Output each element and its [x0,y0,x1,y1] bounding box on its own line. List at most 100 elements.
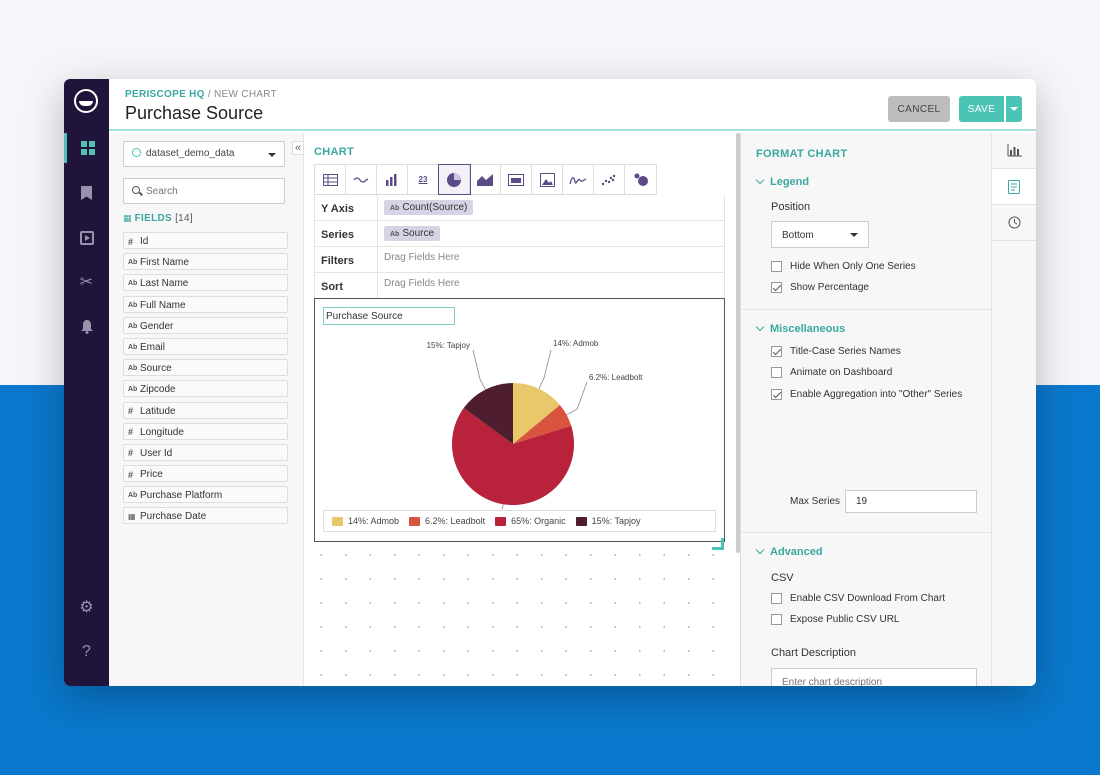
field-name: Email [140,341,166,353]
image-icon[interactable] [532,165,563,194]
legend-position-select[interactable]: Bottom [771,221,869,248]
field-item[interactable]: Ab Last Name [123,274,288,292]
area-chart-icon[interactable] [470,165,501,194]
table-icon[interactable] [315,165,346,194]
bar-chart-icon[interactable] [377,165,408,194]
bubble-icon[interactable] [625,165,656,194]
checkbox-box[interactable] [771,367,782,378]
pie-slice-admob[interactable] [513,383,560,444]
report-icon[interactable] [64,223,109,253]
checkbox-box[interactable] [771,261,782,272]
data-label: 14%: Admob [553,339,599,348]
advanced-section-toggle[interactable]: Advanced [756,546,823,558]
aggregation-checkbox[interactable]: Enable Aggregation into "Other" Series [771,389,962,400]
field-item[interactable]: Ab Source [123,359,288,377]
legend-label: 14%: Admob [348,516,400,526]
misc-section-toggle[interactable]: Miscellaneous [756,323,845,335]
field-name: Longitude [140,426,184,438]
pie-slice-leadbolt[interactable] [513,405,572,444]
bell-icon[interactable] [64,311,109,341]
series-chip-label: Source [402,228,435,239]
line-trend-icon[interactable] [346,165,377,194]
field-item[interactable]: # User Id [123,443,288,461]
bookmark-icon[interactable] [64,178,109,208]
field-item[interactable]: Ab Gender [123,316,288,334]
checkbox-box[interactable] [771,282,782,293]
chart-legend: 14%: Admob 6.2%: Leadbolt 65%: Organic 15%:… [323,510,716,532]
sort-shelf[interactable]: Sort Drag Fields Here [314,273,725,299]
help-icon[interactable]: ? [82,643,91,660]
filters-dropzone[interactable]: Drag Fields Here [384,252,460,263]
csv-download-checkbox[interactable]: Enable CSV Download From Chart [771,593,945,604]
chart-panel-scrollbar[interactable] [736,133,740,553]
breadcrumb-home[interactable]: PERISCOPE HQ [125,89,205,100]
series-chip[interactable]: Ab Source [384,226,441,241]
show-percentage-checkbox[interactable]: Show Percentage [771,282,869,293]
cancel-button[interactable]: CANCEL [888,96,950,122]
filters-shelf[interactable]: Filters Drag Fields Here [314,247,725,273]
pie-slice-organic[interactable] [452,408,574,505]
resize-handle[interactable] [712,538,724,550]
save-button[interactable]: SAVE [959,96,1004,122]
y-axis-chip[interactable]: Ab Count(Source) [384,200,474,215]
collapse-panel-button[interactable]: « [292,141,304,155]
field-item[interactable]: Ab Purchase Platform [123,486,288,504]
chart-settings-icon[interactable] [992,133,1036,169]
legend-item[interactable]: 6.2%: Leadbolt [409,516,485,526]
pie-chart-icon[interactable] [438,164,471,195]
gear-icon[interactable]: ⚙ [79,599,94,616]
field-list: # Id Ab First Name Ab Last Name Ab Full Name Ab G… [123,232,288,529]
periscope-logo[interactable] [74,89,98,113]
title-case-checkbox[interactable]: Title-Case Series Names [771,346,901,357]
field-search[interactable] [123,178,285,204]
checkbox-label: Show Percentage [790,282,869,293]
field-item[interactable]: # Id [123,232,288,249]
save-options-dropdown[interactable] [1005,96,1022,122]
field-item[interactable]: # Price [123,465,288,483]
field-item[interactable]: Ab Email [123,337,288,355]
sort-dropzone[interactable]: Drag Fields Here [384,278,460,289]
dataset-select[interactable]: dataset_demo_data [123,141,285,167]
field-item[interactable]: ▦ Purchase Date [123,507,288,525]
text-type-icon: Ab [128,492,138,500]
chart-description-textarea[interactable] [771,668,977,686]
scribble-icon[interactable] [563,165,594,194]
scatter-icon[interactable] [594,165,625,194]
legend-swatch [409,516,421,526]
public-csv-checkbox[interactable]: Expose Public CSV URL [771,614,900,625]
max-series-input[interactable] [845,490,977,513]
field-item[interactable]: Ab First Name [123,253,288,271]
animate-checkbox[interactable]: Animate on Dashboard [771,367,892,378]
field-item[interactable]: # Longitude [123,422,288,440]
scissors-icon[interactable]: ✂ [79,274,94,291]
breadcrumb: PERISCOPE HQ / NEW CHART [125,89,277,100]
format-icon[interactable] [992,169,1036,205]
checkbox-box[interactable] [771,346,782,357]
legend-item[interactable]: 14%: Admob [332,516,399,526]
fields-panel: dataset_demo_data « ▦ FIELDS [14] #IdAbF… [109,133,304,686]
checkbox-box[interactable] [771,389,782,400]
checkbox-box[interactable] [771,614,782,625]
field-item[interactable]: # Latitude [123,401,288,419]
number-icon[interactable]: 23 [408,165,439,194]
checkbox-box[interactable] [771,593,782,604]
map-card-icon[interactable] [501,165,532,194]
fields-label: FIELDS [134,213,172,224]
pie-slice-tapjoy[interactable] [463,383,513,444]
fields-header: ▦ FIELDS [14] [123,213,193,224]
field-item[interactable]: Ab Zipcode [123,380,288,398]
hide-single-series-checkbox[interactable]: Hide When Only One Series [771,261,916,272]
chart-title-input[interactable] [323,307,455,325]
nav-rail: ✂ ⚙ ? [64,79,109,686]
legend-section-toggle[interactable]: Legend [756,176,809,188]
search-input[interactable] [146,183,276,199]
legend-item[interactable]: 15%: Tapjoy [575,516,641,526]
data-label: 15%: Tapjoy [427,341,470,350]
chart-panel: CHART 23 [304,133,741,686]
settings-side-tabs [991,133,1036,686]
legend-swatch [332,516,343,526]
legend-item[interactable]: 65%: Organic [495,516,566,526]
dashboards-icon[interactable] [64,133,109,163]
field-item[interactable]: Ab Full Name [123,295,288,313]
history-icon[interactable] [992,205,1036,241]
